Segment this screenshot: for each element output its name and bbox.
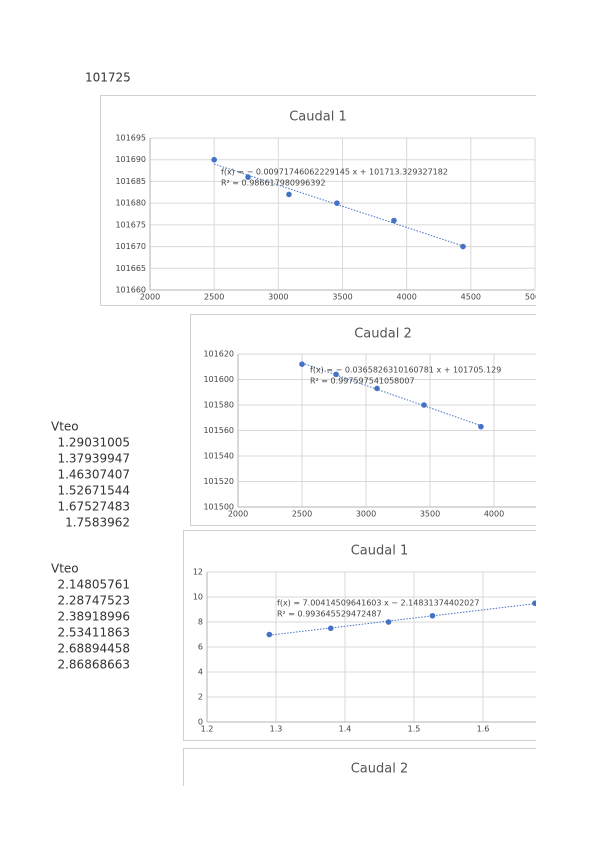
trendline-equation: f(x) = 7.00414509641603 x − 2.1483137440… (277, 599, 479, 608)
cell: 101725 (85, 71, 131, 85)
data-point (374, 385, 380, 392)
x-tick-label: 4000 (396, 293, 416, 302)
y-tick-label: 12 (193, 568, 203, 577)
trendline-equation: f(x) = − 0.00971746062229145 x + 101713.… (221, 168, 448, 177)
y-tick-label: 101665 (115, 264, 146, 273)
y-tick-label: 8 (198, 618, 203, 627)
y-tick-label: 101600 (203, 375, 234, 384)
data-point (460, 243, 466, 250)
y-tick-label: 4 (198, 668, 203, 677)
x-tick-label: 4500 (548, 510, 568, 519)
y-tick-label: 101540 (203, 452, 234, 461)
y-tick-label: 101500 (203, 503, 234, 512)
cell: 1.29031005 (57, 436, 130, 450)
y-tick-label: 101670 (115, 242, 146, 251)
chart-title: Caudal 1 (289, 110, 347, 125)
chart: Caudal 2 101500 101520 101540 101560 101580 10… (190, 314, 568, 526)
x-tick-label: 4000 (484, 510, 504, 519)
chart-frame (100, 95, 536, 306)
x-tick-label: 1.2 (201, 725, 214, 734)
x-tick-label: 1.5 (408, 725, 421, 734)
cell-header: Vteo (51, 562, 79, 576)
cell: 1.7583962 (65, 516, 130, 530)
data-point (421, 402, 427, 408)
x-tick-label: 2000 (140, 293, 160, 302)
cell: 2.14805761 (57, 578, 130, 592)
y-tick-label: 101675 (115, 220, 146, 229)
chart-title: Caudal 1 (351, 544, 409, 559)
trendline-r2: R² = 0.997597541058007 (310, 377, 415, 386)
x-tick-label: 1.6 (477, 725, 490, 734)
cell: 1.37939947 (57, 452, 130, 466)
data-point (327, 625, 334, 632)
chart-title: Caudal 2 (351, 762, 409, 777)
y-tick-label: 101660 (115, 286, 146, 295)
y-tick-label: 0 (198, 718, 203, 727)
x-tick-label: 2000 (228, 510, 248, 519)
chart-frame (183, 530, 536, 741)
y-tick-label: 101620 (203, 350, 234, 359)
cell-header: Vteo (51, 420, 79, 434)
x-tick-label: 3500 (332, 293, 352, 302)
chart: Caudal 10246810121.21.31.41.51.61.71.8f(… (183, 530, 559, 741)
x-tick-label: 2500 (292, 510, 312, 519)
data-point (286, 191, 292, 198)
data-point (385, 619, 392, 625)
x-tick-label: 3500 (420, 510, 440, 519)
cell: 2.86868663 (57, 658, 130, 672)
trendline (269, 603, 535, 636)
y-tick-label: 101680 (115, 199, 146, 208)
y-tick-label: 6 (198, 643, 203, 652)
y-tick-label: 101690 (115, 155, 146, 164)
chart-frame (190, 314, 536, 526)
cell: 1.67527483 (57, 500, 130, 514)
data-point (532, 600, 536, 607)
trendline-equation: f(x) = − 0.0365826310160781 x + 101705.1… (310, 366, 501, 375)
x-tick-label: 1.3 (270, 725, 283, 734)
data-point (391, 217, 397, 224)
x-tick-label: 2500 (204, 293, 224, 302)
chart: Caudal 2 (183, 748, 536, 786)
x-tick-label: 3000 (268, 293, 288, 302)
data-point (245, 174, 251, 180)
data-point (333, 371, 339, 378)
trendline-r2: R² = 0.993645529472487 (277, 610, 382, 619)
cell: 2.28747523 (57, 594, 130, 608)
y-tick-label: 101685 (115, 177, 146, 186)
x-tick-label: 4500 (461, 293, 481, 302)
cell: 2.53411863 (57, 626, 130, 640)
x-tick-label: 5000 (525, 293, 545, 302)
cell: 2.38918996 (57, 610, 130, 624)
y-tick-label: 101560 (203, 426, 234, 435)
chart-title: Caudal 2 (354, 327, 412, 342)
cell: 1.52671544 (57, 484, 130, 498)
trendline-r2: R² = 0.986617980996392 (221, 179, 326, 188)
chart-frame (183, 748, 536, 786)
x-tick-label: 1.4 (339, 725, 352, 734)
data-point (211, 156, 217, 163)
data-point (334, 200, 340, 206)
cell: 1.46307407 (57, 468, 130, 482)
data-point (299, 361, 305, 368)
chart: Caudal 1 101660 101665 101670 101675 101680 10… (100, 95, 545, 306)
data-point (266, 631, 273, 638)
y-tick-label: 101520 (203, 477, 234, 486)
cell: 2.68894458 (57, 642, 130, 656)
y-tick-label: 10 (193, 593, 203, 602)
data-point (429, 612, 436, 619)
y-tick-label: 2 (198, 693, 203, 702)
x-tick-label: 3000 (356, 510, 376, 519)
x-tick-label: 1.7 (546, 725, 559, 734)
data-point (478, 423, 484, 430)
y-tick-label: 101580 (203, 401, 234, 410)
y-tick-label: 101695 (115, 134, 146, 143)
